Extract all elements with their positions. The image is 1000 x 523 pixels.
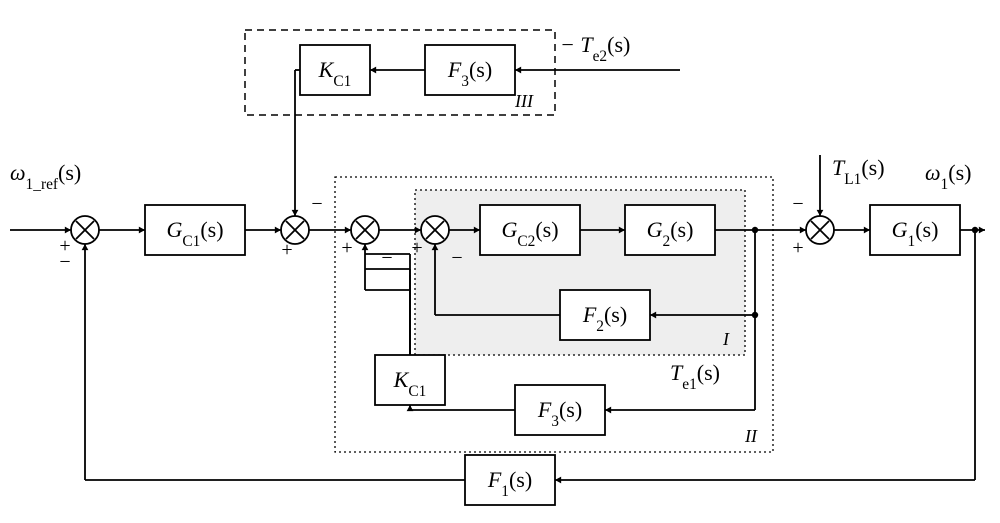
label-output: ω1(s) xyxy=(925,160,971,193)
svg-text:+: + xyxy=(341,237,352,259)
label-tl1: TL1(s) xyxy=(832,155,885,188)
svg-text:−: − xyxy=(792,193,803,215)
label-input: ω1_ref(s) xyxy=(10,160,81,193)
label-region-i: I xyxy=(722,329,730,349)
svg-text:+: + xyxy=(411,237,422,259)
svg-text:−: − xyxy=(381,247,392,269)
label-te1: Te1(s) xyxy=(670,360,720,393)
label-region-iii: III xyxy=(514,91,534,111)
svg-text:+: + xyxy=(281,239,292,261)
svg-text:−: − xyxy=(59,251,70,273)
svg-text:−: − xyxy=(451,247,462,269)
label-te2: − Te2(s) xyxy=(560,32,630,65)
svg-text:+: + xyxy=(792,237,803,259)
label-region-ii: II xyxy=(744,426,758,446)
svg-text:−: − xyxy=(311,193,322,215)
